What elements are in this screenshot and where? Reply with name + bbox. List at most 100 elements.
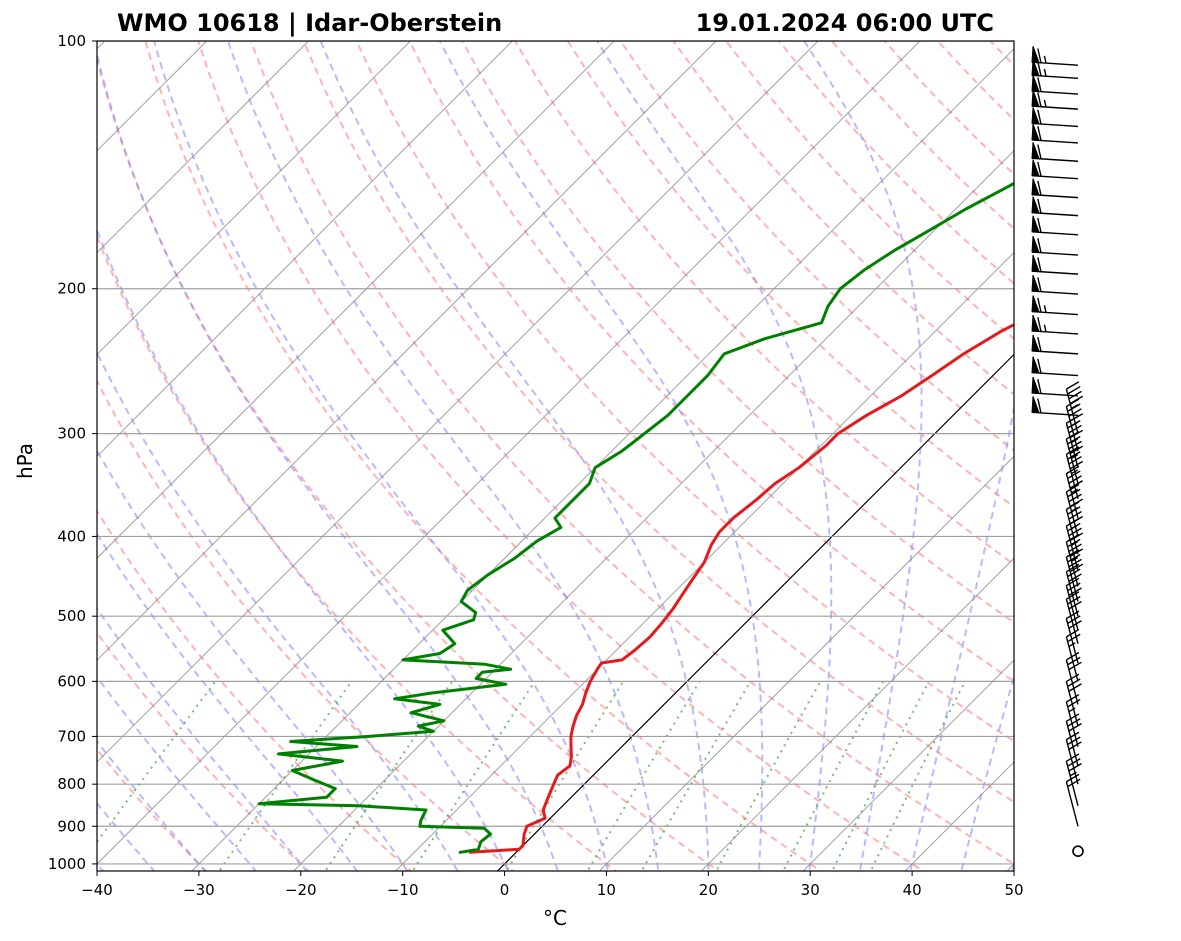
mixing-ratio-line: [782, 680, 885, 871]
wind-barb: [1065, 610, 1082, 664]
barb-staff: [1065, 541, 1079, 587]
isotherm: [1006, 863, 1014, 871]
barb-full: [1037, 48, 1042, 63]
dewpoint-line: [257, 181, 1014, 854]
barb-staff: [1031, 211, 1079, 217]
barb-flag: [1031, 314, 1040, 332]
wind-barb: [1065, 549, 1084, 602]
barb-half: [1043, 55, 1047, 64]
wind-barb: [1031, 46, 1079, 66]
barb-flag: [1031, 178, 1040, 196]
barb-full: [1069, 460, 1084, 470]
x-tick-label: 0: [500, 881, 510, 899]
barb-full: [1066, 731, 1080, 741]
y-tick-label: 800: [57, 775, 86, 793]
barb-full: [1068, 511, 1082, 520]
barb-staff: [1065, 761, 1079, 807]
barb-staff: [1065, 599, 1079, 644]
dry-adiabat: [831, 41, 1014, 230]
barb-full: [1069, 480, 1084, 489]
barb-full: [1066, 381, 1080, 390]
barb-half: [1071, 488, 1079, 494]
barb-full: [1067, 451, 1081, 460]
wind-barb: [1031, 314, 1079, 335]
barb-full: [1069, 429, 1084, 439]
barb-full: [1068, 475, 1082, 484]
barb-staff: [1031, 290, 1079, 295]
wind-barb: [1031, 196, 1079, 217]
x-tick-label: 40: [903, 881, 922, 899]
profile-lines: [257, 181, 1014, 854]
barb-staff: [1031, 310, 1079, 316]
barb-full: [1037, 61, 1042, 76]
wind-barb: [1065, 651, 1082, 705]
barb-staff: [1031, 61, 1079, 66]
wind-barb: [1031, 295, 1079, 316]
barb-staff: [1065, 454, 1079, 499]
barb-full: [1067, 385, 1081, 395]
barb-staff: [1031, 105, 1079, 110]
x-tick-label: 50: [1004, 881, 1023, 899]
barb-full: [1037, 126, 1042, 141]
wind-barb: [1031, 235, 1079, 256]
wind-barb: [1065, 483, 1084, 537]
barb-staff: [1031, 392, 1079, 397]
barb-full: [1037, 161, 1042, 177]
y-tick-label: 300: [57, 425, 86, 443]
isotherm: [97, 41, 819, 763]
moist-adiabat: [909, 403, 1014, 871]
x-tick-label: 10: [597, 881, 616, 899]
barb-full: [1068, 440, 1082, 450]
dry-adiabat: [989, 41, 1014, 67]
barb-full: [1069, 395, 1084, 405]
barb-staff: [1065, 571, 1079, 617]
wind-barb: [1031, 356, 1079, 377]
barb-full: [1066, 533, 1080, 543]
x-tick-label: −20: [285, 881, 317, 899]
background-lines: [97, 41, 1014, 871]
x-axis-label: °C: [543, 906, 567, 930]
barb-full: [1066, 431, 1080, 440]
wind-barb: [1031, 159, 1079, 180]
barb-full: [1067, 698, 1081, 708]
isotherm: [97, 41, 717, 661]
wind-barb: [1031, 178, 1079, 199]
isotherm: [598, 455, 1014, 871]
barb-staff: [1031, 193, 1079, 199]
barb-full: [1037, 337, 1042, 352]
barb-full: [1037, 92, 1042, 107]
barb-half: [1043, 305, 1047, 313]
barb-full: [1068, 543, 1082, 553]
barb-half: [1071, 404, 1079, 410]
dry-adiabat: [97, 508, 413, 871]
y-tick-label: 400: [57, 527, 86, 545]
barb-full: [1069, 498, 1084, 508]
barb-flag: [1031, 123, 1040, 141]
isotherm: [97, 41, 310, 254]
barb-full: [1068, 762, 1082, 772]
dry-adiabat: [97, 378, 515, 871]
barb-full: [1067, 435, 1081, 445]
calm-wind-marker: [1072, 845, 1084, 857]
barb-staff: [1031, 139, 1079, 144]
barb-full: [1068, 558, 1082, 568]
wind-barb: [1031, 376, 1079, 397]
dry-adiabat: [408, 41, 1014, 683]
mixing-ratio-line: [830, 680, 930, 871]
dry-adiabat: [97, 233, 618, 871]
barb-staff: [1065, 556, 1079, 602]
isotherm: [97, 41, 514, 458]
barb-flag: [1031, 196, 1040, 214]
wind-barbs: [1031, 46, 1084, 857]
barb-flag: [1031, 376, 1040, 394]
barb-full: [1037, 180, 1042, 196]
wind-barb: [1031, 254, 1079, 275]
barb-staff: [1031, 174, 1079, 180]
barb-full: [1066, 651, 1080, 661]
barb-staff: [1065, 781, 1079, 827]
isotherm: [191, 48, 1014, 871]
barb-staff: [1031, 411, 1079, 417]
wind-barb: [1065, 713, 1082, 767]
mixing-ratio-line: [715, 680, 822, 871]
dry-adiabat: [144, 41, 823, 871]
